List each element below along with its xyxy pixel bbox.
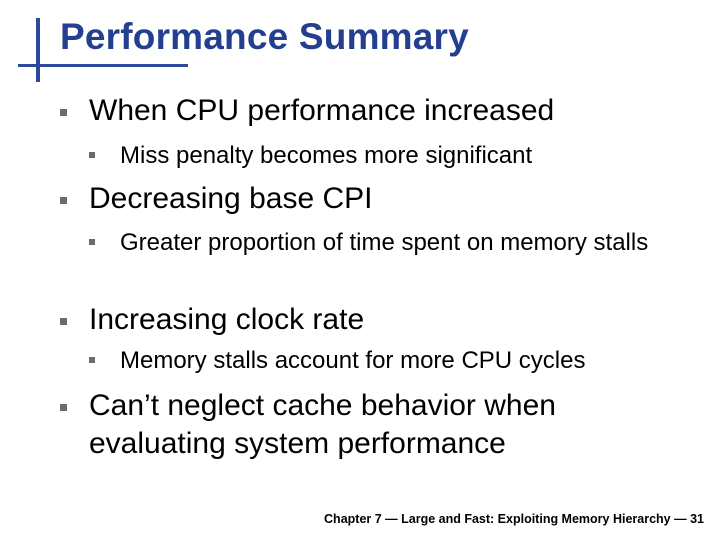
square-bullet-icon xyxy=(60,404,67,411)
bullet-text: Increasing clock rate xyxy=(89,303,365,336)
sub-bullet-text: Greater proportion of time spent on memo… xyxy=(120,229,649,256)
square-bullet-icon xyxy=(60,318,67,325)
sub-bullet-text: Miss penalty becomes more significant xyxy=(120,142,533,169)
bullet-text: When CPU performance increased xyxy=(89,94,555,127)
title-accent-vertical-bar xyxy=(36,18,40,82)
square-bullet-icon xyxy=(60,109,67,116)
title-accent-horizontal-bar xyxy=(18,64,188,67)
sub-bullet-text: Memory stalls account for more CPU cycle… xyxy=(120,347,586,374)
square-bullet-icon xyxy=(89,152,95,158)
bullet-text: Can’t neglect cache behavior when evalua… xyxy=(89,389,556,460)
slide-footer: Chapter 7 — Large and Fast: Exploiting M… xyxy=(324,512,704,526)
square-bullet-icon xyxy=(60,197,67,204)
square-bullet-icon xyxy=(89,239,95,245)
square-bullet-icon xyxy=(89,357,95,363)
slide-title: Performance Summary xyxy=(60,16,469,57)
bullet-text: Decreasing base CPI xyxy=(89,182,373,215)
